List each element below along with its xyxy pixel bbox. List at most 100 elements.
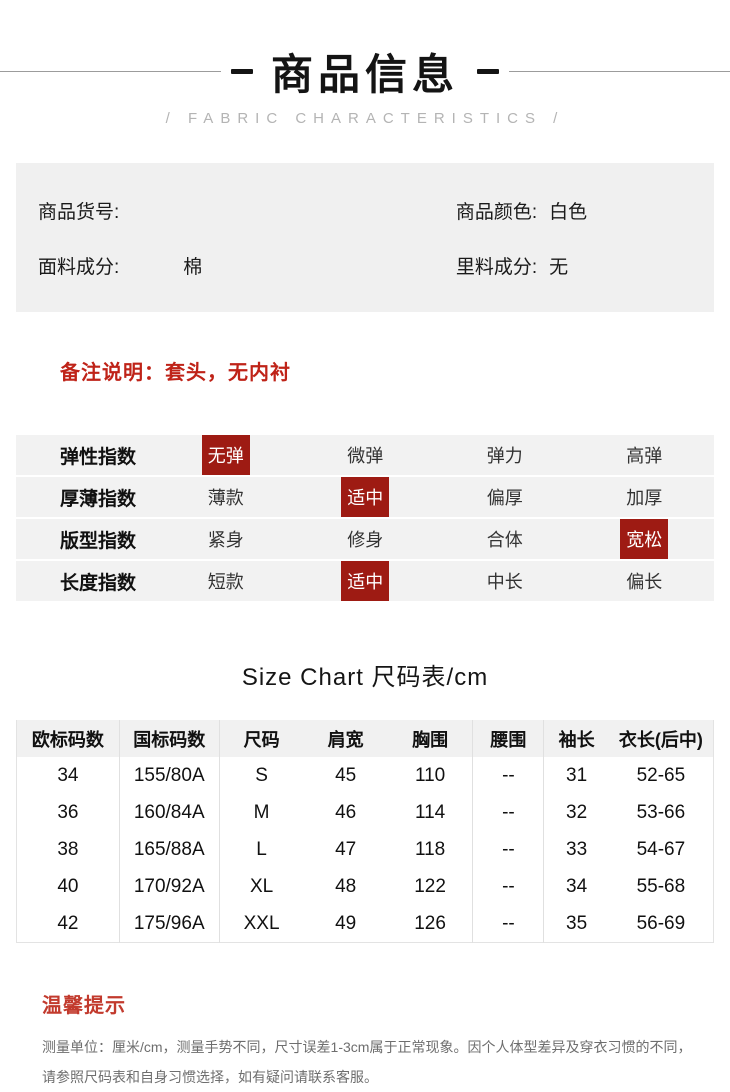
size-cell: 114	[387, 794, 474, 831]
size-cell: 46	[335, 801, 357, 823]
size-cell: 54-67	[636, 838, 686, 860]
index-option-selected: 宽松	[620, 519, 669, 559]
index-option: 薄款	[207, 488, 244, 508]
title-dash-left	[231, 68, 253, 74]
index-option: 中长	[486, 572, 523, 592]
size-cell: 49	[335, 912, 357, 934]
size-cell: 34	[566, 875, 588, 897]
index-options: 短款 适中 中长 偏长	[156, 561, 714, 601]
index-row-label: 厚薄指数	[60, 488, 137, 510]
size-col-header: 袖长	[543, 720, 609, 757]
size-table-row: 42 175/96A XXL 49 126 -- 35 56-69	[16, 905, 714, 943]
remark-note: 备注说明：套头，无内衬	[60, 362, 291, 384]
size-col-header: 衣长(后中)	[608, 720, 714, 757]
size-cell: XXL	[243, 912, 280, 934]
product-field-fabric: 面料成分: 棉	[16, 252, 400, 279]
size-col-header: 国标码数	[119, 720, 220, 757]
index-row-fit: 版型指数 紧身 修身 合体 宽松	[16, 519, 714, 559]
index-options: 薄款 适中 偏厚 加厚	[156, 477, 714, 517]
size-cell: 36	[16, 794, 120, 831]
product-field-lining: 里料成分: 无	[400, 252, 714, 279]
size-cell: 31	[566, 764, 588, 786]
size-chart-title: Size Chart 尺码表/cm	[241, 664, 489, 691]
size-col-header: 尺码	[219, 720, 304, 757]
size-cell: 48	[335, 875, 357, 897]
size-cell: 42	[16, 905, 120, 943]
size-cell: 160/84A	[119, 794, 220, 831]
size-table-row: 38 165/88A L 47 118 -- 33 54-67	[16, 831, 714, 868]
size-cell: 53-66	[636, 801, 686, 823]
size-cell: 170/92A	[119, 868, 220, 905]
index-row-elasticity: 弹性指数 无弹 微弹 弹力 高弹	[16, 435, 714, 475]
size-cell: 165/88A	[119, 831, 220, 868]
size-cell: 35	[566, 912, 588, 934]
title-divider-line-right	[509, 70, 730, 72]
field-label: 商品颜色:	[455, 202, 538, 223]
size-cell: 34	[16, 757, 120, 794]
size-cell: --	[472, 794, 545, 831]
size-table: 欧标码数 国标码数 尺码 肩宽 胸围 腰围 袖长 衣长(后中) 34 155/8…	[16, 720, 714, 943]
index-row-label: 长度指数	[60, 572, 137, 594]
field-value: 棉	[183, 257, 203, 278]
size-cell: 32	[566, 801, 588, 823]
index-option-selected: 适中	[341, 561, 390, 601]
size-cell: --	[472, 757, 545, 794]
index-option: 加厚	[626, 488, 663, 508]
size-cell: 52-65	[636, 764, 686, 786]
field-value: 无	[549, 257, 569, 278]
size-table-header-row: 欧标码数 国标码数 尺码 肩宽 胸围 腰围 袖长 衣长(后中)	[16, 720, 714, 757]
size-col-header: 胸围	[387, 720, 474, 757]
size-cell: 47	[335, 838, 357, 860]
size-cell: --	[472, 831, 545, 868]
index-option: 紧身	[207, 530, 244, 550]
index-options: 紧身 修身 合体 宽松	[156, 519, 714, 559]
tips-line: 测量单位：厘米/cm，测量手势不同，尺寸误差1-3cm属于正常现象。因个人体型差…	[42, 1039, 692, 1055]
size-cell: 38	[16, 831, 120, 868]
size-cell: 155/80A	[119, 757, 220, 794]
size-cell: 40	[16, 868, 120, 905]
index-options: 无弹 微弹 弹力 高弹	[156, 435, 714, 475]
title-dash-right	[477, 68, 500, 74]
index-option: 高弹	[626, 446, 663, 466]
index-row-length: 长度指数 短款 适中 中长 偏长	[16, 561, 714, 601]
index-option-selected: 适中	[341, 477, 390, 517]
size-cell: --	[472, 868, 545, 905]
index-row-label: 版型指数	[60, 530, 137, 552]
index-option-selected: 无弹	[201, 435, 250, 475]
field-label: 商品货号:	[38, 202, 120, 223]
field-value: 白色	[549, 202, 588, 223]
index-option: 微弹	[347, 446, 384, 466]
size-col-header: 欧标码数	[16, 720, 120, 757]
page-subtitle: / FABRIC CHARACTERISTICS /	[165, 110, 565, 127]
size-col-header: 肩宽	[303, 720, 388, 757]
size-cell: XL	[249, 875, 274, 897]
section-title-bar: 商品信息	[0, 0, 730, 98]
field-label: 里料成分:	[455, 257, 538, 278]
size-cell: --	[472, 905, 545, 943]
index-option: 合体	[486, 530, 523, 550]
size-cell: M	[253, 801, 270, 823]
size-table-row: 36 160/84A M 46 114 -- 32 53-66	[16, 794, 714, 831]
attribute-index-table: 弹性指数 无弹 微弹 弹力 高弹 厚薄指数 薄款 适中 偏厚 加厚 版型指数 紧…	[16, 435, 714, 601]
product-info-box: 商品货号: 商品颜色: 白色 面料成分: 棉 里料成分: 无	[16, 163, 714, 312]
title-divider-line-left	[0, 70, 221, 72]
index-option: 弹力	[486, 446, 523, 466]
tips-section: 温馨提示 测量单位：厘米/cm，测量手势不同，尺寸误差1-3cm属于正常现象。因…	[42, 989, 714, 1092]
product-field-color: 商品颜色: 白色	[400, 197, 714, 224]
index-option: 修身	[347, 530, 384, 550]
index-option: 短款	[207, 572, 244, 592]
size-col-header: 腰围	[472, 720, 545, 757]
index-row-thickness: 厚薄指数 薄款 适中 偏厚 加厚	[16, 477, 714, 517]
tips-title: 温馨提示	[42, 995, 126, 1017]
size-cell: 56-69	[636, 912, 686, 934]
size-cell: 126	[387, 905, 474, 943]
tips-line: 请参照尺码表和自身习惯选择，如有疑问请联系客服。	[42, 1069, 378, 1085]
size-cell: L	[256, 838, 267, 860]
size-table-container: 欧标码数 国标码数 尺码 肩宽 胸围 腰围 袖长 衣长(后中) 34 155/8…	[16, 720, 714, 943]
size-cell: 55-68	[636, 875, 686, 897]
product-field-item-no: 商品货号:	[16, 197, 400, 224]
field-label: 面料成分:	[38, 257, 120, 278]
size-table-row: 40 170/92A XL 48 122 -- 34 55-68	[16, 868, 714, 905]
page-title: 商品信息	[271, 50, 460, 98]
tips-text: 测量单位：厘米/cm，测量手势不同，尺寸误差1-3cm属于正常现象。因个人体型差…	[42, 1032, 714, 1092]
